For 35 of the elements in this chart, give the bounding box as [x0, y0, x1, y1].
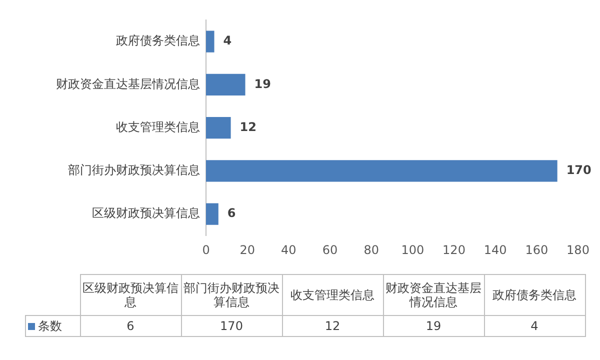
data-label: 12: [240, 120, 257, 134]
data-label: 19: [254, 76, 271, 91]
y-tick-label: 财政资金直达基层情况信息: [56, 76, 200, 91]
bar: [206, 160, 558, 182]
x-tick-label: 80: [364, 242, 379, 257]
x-tick-label: 100: [401, 242, 424, 257]
category-label: 收支管理类信息: [282, 274, 383, 316]
data-label: 6: [80, 316, 181, 336]
bar: [206, 74, 246, 96]
y-tick-label: 政府债务类信息: [116, 34, 200, 48]
x-tick-label: 180: [566, 242, 590, 257]
y-tick-label: 收支管理类信息: [116, 120, 200, 134]
data-label: 170: [566, 163, 592, 178]
data-label: 6: [227, 206, 236, 220]
x-tick-label: 160: [525, 242, 548, 257]
y-tick-label: 部门街办财政预决算信息: [68, 163, 200, 178]
data-label: 170: [181, 316, 282, 336]
category-label: 政府债务类信息: [484, 274, 585, 316]
category-label: 部门街办财政预决算信息: [181, 274, 282, 316]
legend-label: 条数: [26, 316, 80, 336]
data-label: 4: [484, 316, 585, 336]
bar: [206, 117, 231, 139]
x-tick-label: 60: [322, 242, 338, 257]
bar: [206, 203, 218, 225]
data-label: 4: [223, 34, 232, 48]
category-label: 财政资金直达基层情况信息: [383, 274, 484, 316]
x-tick-label: 0: [202, 242, 210, 257]
data-label: 19: [383, 316, 484, 336]
data-label: 12: [282, 316, 383, 336]
x-tick-label: 40: [281, 242, 296, 257]
y-tick-label: 区级财政预决算信息: [92, 206, 200, 220]
x-tick-label: 120: [442, 242, 466, 257]
x-tick-label: 140: [484, 242, 507, 257]
bar: [206, 30, 214, 52]
x-tick-label: 20: [240, 242, 255, 257]
